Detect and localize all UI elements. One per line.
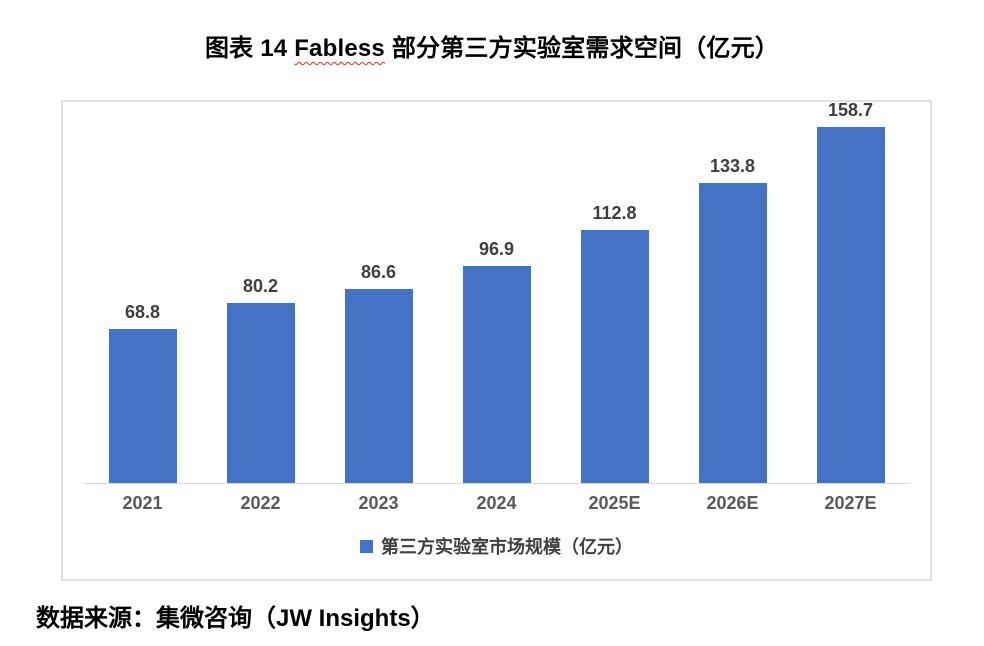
chart-frame: 68.8 80.2 86.6 96.9 112.8 133.8 158.7 2021 2022…	[61, 100, 932, 581]
chart-title: 图表 14 Fabless 部分第三方实验室需求空间（亿元）	[0, 28, 984, 63]
x-axis-label: 2025E	[588, 493, 641, 513]
bar-value-label: 86.6	[360, 262, 397, 282]
x-axis-label: 2027E	[824, 493, 877, 513]
bar-value-label: 96.9	[478, 239, 515, 259]
bar	[462, 266, 531, 483]
bar-value-label: 68.8	[124, 302, 161, 322]
bar	[226, 303, 295, 483]
plot-area: 68.8 80.2 86.6 96.9 112.8 133.8 158.7	[83, 100, 910, 484]
data-source: 数据来源：集微咨询（JW Insights）	[36, 605, 435, 632]
bar-value-label: 80.2	[242, 276, 279, 296]
x-axis-label: 2024	[476, 493, 517, 513]
bar	[108, 329, 177, 483]
bar-value-label: 133.8	[709, 156, 756, 176]
bar-slot: 158.7	[792, 100, 910, 483]
legend-label: 第三方实验室市场规模（亿元）	[381, 537, 633, 557]
chart-title-suffix: 部分第三方实验室需求空间（亿元）	[384, 35, 780, 62]
bar-value-label: 112.8	[592, 203, 637, 223]
x-axis: 2021 2022 2023 2024 2025E 2026E 2027E	[84, 484, 910, 514]
legend-swatch-icon	[360, 539, 373, 553]
x-axis-label: 2026E	[706, 493, 759, 513]
bar	[580, 230, 649, 483]
bar-value-label: 158.7	[827, 100, 874, 120]
bar-slot: 80.2	[202, 276, 320, 483]
spellcheck-underlined-word: Fabless	[294, 35, 385, 62]
x-axis-label: 2022	[240, 493, 281, 513]
chart-title-prefix: 图表 14	[204, 35, 295, 62]
x-axis-label: 2021	[122, 493, 163, 513]
bar-slot: 96.9	[438, 239, 556, 483]
bar	[816, 127, 885, 483]
bar	[698, 183, 767, 483]
bar-slot: 112.8	[556, 203, 674, 483]
bar	[344, 289, 413, 483]
bar-slot: 86.6	[320, 262, 438, 483]
bar-slot: 68.8	[84, 302, 202, 483]
legend: 第三方实验室市场规模（亿元）	[63, 533, 930, 559]
bar-slot: 133.8	[674, 156, 792, 483]
x-axis-label: 2023	[358, 493, 399, 513]
